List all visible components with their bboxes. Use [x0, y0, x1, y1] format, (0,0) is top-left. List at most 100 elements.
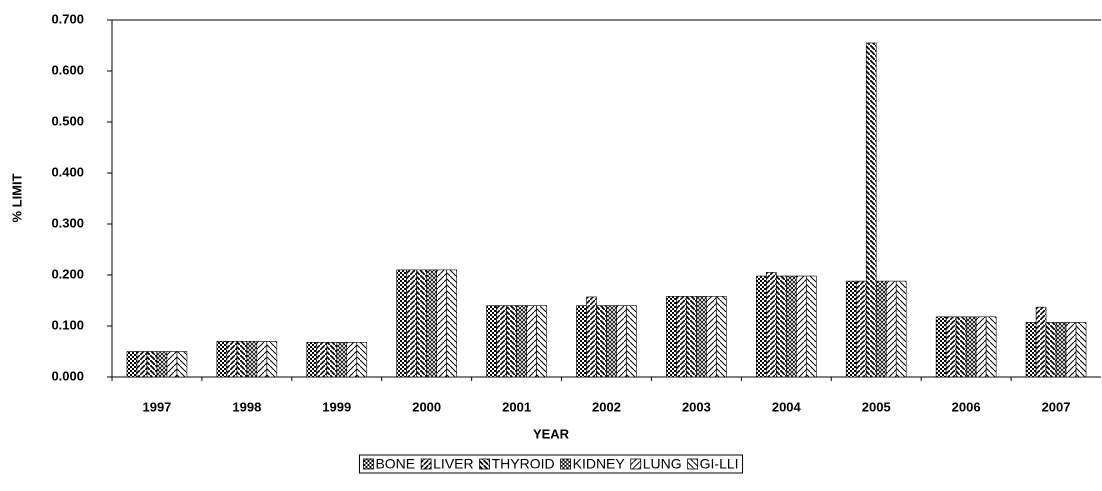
- bar: [596, 305, 607, 378]
- bar: [486, 305, 497, 378]
- bar: [865, 42, 877, 378]
- bar: [1065, 322, 1077, 378]
- bar: [786, 275, 797, 378]
- bar: [576, 305, 587, 378]
- bar: [1045, 322, 1057, 378]
- y-tick-label: 0.300: [51, 215, 84, 230]
- bar: [606, 305, 617, 378]
- bar: [935, 316, 947, 378]
- bar: [256, 340, 268, 378]
- legend-label: LIVER: [433, 456, 473, 472]
- bar: [686, 296, 697, 378]
- bar: [326, 342, 338, 378]
- bar: [716, 296, 727, 378]
- x-tick-label: 2002: [592, 399, 621, 414]
- bar: [1055, 322, 1067, 378]
- bar: [356, 342, 368, 378]
- bar: [616, 305, 627, 378]
- bar: [246, 340, 258, 378]
- legend-box: [358, 454, 744, 474]
- bar: [216, 340, 228, 378]
- bar: [945, 316, 957, 378]
- bar: [766, 272, 777, 378]
- legend-label: KIDNEY: [573, 456, 626, 472]
- bar: [975, 316, 987, 378]
- legend-swatch: [363, 458, 374, 470]
- bar: [136, 351, 148, 378]
- bar: [586, 296, 597, 378]
- bar: [526, 305, 537, 378]
- x-tick-label: 2000: [412, 399, 441, 414]
- x-tick-label: 2001: [502, 399, 531, 414]
- bar: [855, 280, 867, 378]
- x-tick-label: 1997: [142, 399, 171, 414]
- x-tick-label: 2005: [862, 399, 891, 414]
- bar: [436, 269, 447, 378]
- bar: [416, 269, 427, 378]
- bar: [396, 269, 407, 378]
- bar: [226, 340, 238, 378]
- bar: [776, 275, 787, 378]
- y-tick-label: 0.400: [51, 164, 84, 179]
- x-axis-label: YEAR: [533, 426, 570, 441]
- bar: [406, 269, 417, 378]
- bar: [1075, 322, 1087, 378]
- legend-swatch: [630, 458, 642, 470]
- x-tick-label: 2003: [682, 399, 711, 414]
- bar: [146, 351, 158, 378]
- legend-label: BONE: [375, 456, 415, 472]
- x-tick-label: 2007: [1042, 399, 1071, 414]
- bar: [985, 316, 997, 378]
- bar: [666, 296, 677, 378]
- bar: [446, 269, 457, 378]
- bar: [516, 305, 527, 378]
- bar: [336, 342, 348, 378]
- legend-swatch: [560, 458, 572, 470]
- y-tick-label: 0.000: [51, 368, 84, 383]
- bar: [696, 296, 707, 378]
- bar: [806, 275, 817, 378]
- x-tick-label: 2006: [952, 399, 981, 414]
- legend-label: GI-LLI: [700, 456, 739, 472]
- bar: [316, 342, 328, 378]
- bar: [346, 342, 358, 378]
- bar: [955, 316, 967, 378]
- bar: [536, 305, 547, 378]
- legend-swatch: [687, 458, 699, 470]
- x-tick-label: 1998: [232, 399, 261, 414]
- y-tick-label: 0.700: [51, 11, 84, 26]
- bar: [895, 280, 907, 378]
- bar: [156, 351, 168, 378]
- legend-swatch: [420, 458, 432, 470]
- legend-label: LUNG: [643, 456, 682, 472]
- y-tick-label: 0.200: [51, 266, 84, 281]
- bar: [236, 340, 248, 378]
- bar: [506, 305, 517, 378]
- y-axis-label: % LIMIT: [9, 173, 24, 222]
- bar: [965, 316, 977, 378]
- y-tick-label: 0.600: [51, 62, 84, 77]
- bar: [1035, 306, 1047, 378]
- bar: [176, 351, 188, 378]
- legend-label: THYROID: [492, 456, 555, 472]
- y-tick-label: 0.100: [51, 317, 84, 332]
- legend: BONE LIVER THYROID KIDNEY LUNG GI-LLI: [358, 454, 744, 474]
- y-tick-label: 0.500: [51, 113, 84, 128]
- bar: [885, 280, 897, 378]
- bar: [845, 280, 857, 378]
- x-tick-label: 2004: [772, 399, 802, 414]
- bar: [166, 351, 178, 378]
- bar: [496, 305, 507, 378]
- bar: [626, 305, 637, 378]
- bar: [706, 296, 717, 378]
- bar: [126, 351, 138, 378]
- bar: [306, 342, 318, 378]
- legend-swatch: [479, 458, 491, 470]
- bar: [875, 280, 887, 378]
- bar: [426, 269, 437, 378]
- bar: [266, 340, 278, 378]
- x-tick-label: 1999: [322, 399, 351, 414]
- bar: [796, 275, 807, 378]
- bar: [1025, 322, 1037, 378]
